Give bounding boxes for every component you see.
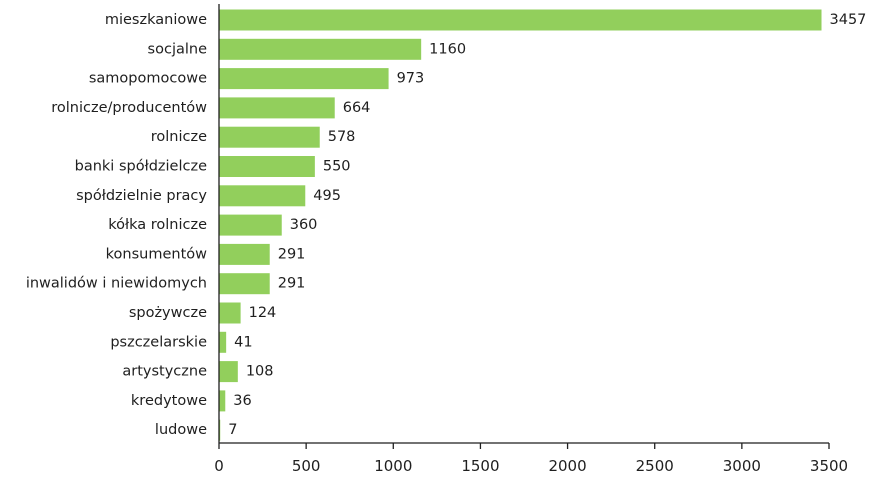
category-label: artystyczne [122,364,207,380]
bar [219,97,335,119]
x-tick-label: 1000 [374,457,412,475]
value-label: 550 [323,159,351,175]
value-label: 41 [234,334,252,350]
value-label: 664 [343,100,371,116]
x-tick-label: 2000 [548,457,586,475]
category-label: rolnicze [151,129,207,145]
category-label: kółka rolnicze [108,217,207,233]
value-label: 291 [278,246,306,262]
bar [219,361,238,383]
bar [219,214,282,236]
category-label: samopomocowe [89,71,207,87]
category-label: konsumentów [106,246,207,262]
value-label: 1160 [429,41,466,57]
category-label: rolnicze/producentów [51,100,207,116]
x-tick-label: 500 [292,457,321,475]
bar [219,331,227,353]
value-label: 7 [228,422,237,438]
category-label: spożywcze [129,305,207,321]
bars [219,9,822,441]
value-label: 291 [278,276,306,292]
bar [219,9,822,31]
category-label: mieszkaniowe [105,12,207,28]
value-label: 360 [290,217,318,233]
category-label: inwalidów i niewidomych [26,276,207,292]
bar [219,390,226,412]
value-label: 108 [246,364,274,380]
bar [219,185,306,207]
category-label: ludowe [155,422,207,438]
bar [219,156,315,177]
value-label: 3457 [830,12,867,28]
bar [219,68,389,90]
value-labels: 3457116097366457855049536029129112441108… [228,12,866,438]
category-label: socjalne [148,41,208,57]
bar [219,38,422,60]
bar [219,273,270,295]
x-tick-label: 3000 [723,457,761,475]
value-label: 124 [249,305,277,321]
x-tick-label: 1500 [461,457,499,475]
bar [219,126,320,148]
bar [219,243,270,265]
bar [219,302,241,324]
x-tick-label: 2500 [636,457,674,475]
value-label: 973 [397,71,425,87]
x-tick-label: 0 [214,457,224,475]
category-label: banki spółdzielcze [75,159,207,175]
value-label: 36 [233,393,251,409]
x-tick-label: 3500 [810,457,848,475]
value-label: 495 [313,188,341,204]
category-label: pszczelarskie [110,334,207,350]
category-label: spółdzielnie pracy [76,188,207,204]
category-label: kredytowe [131,393,207,409]
category-labels: mieszkaniowe socjalne samopomocowe rolnicze… [26,12,208,438]
value-label: 578 [328,129,356,145]
x-axis-ticks: 0 500 1000 1500 2000 2500 3000 3500 [214,443,848,475]
